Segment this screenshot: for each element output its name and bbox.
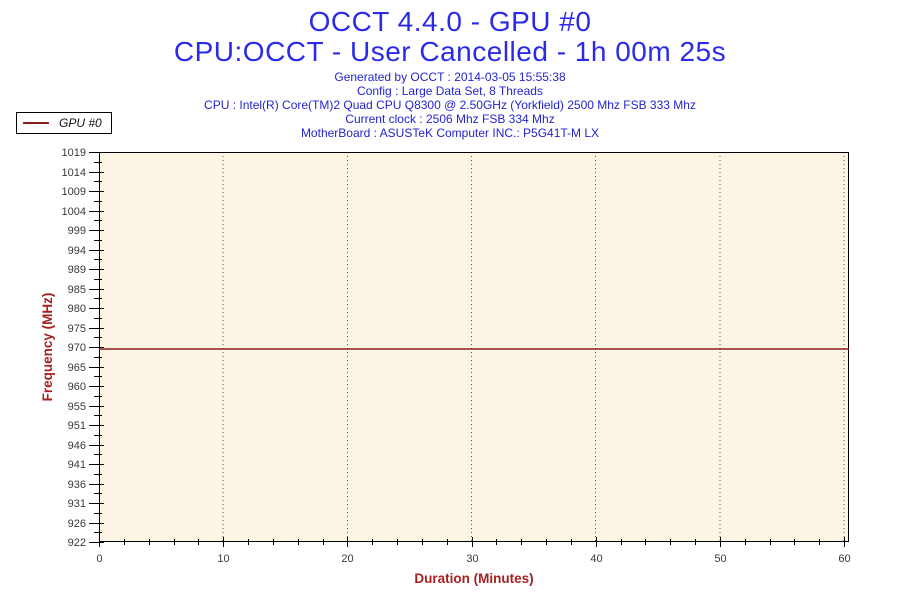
x-tick-label: 60 [838,553,850,565]
y-tick-label: 922 [68,537,86,549]
y-tick-label: 1019 [62,147,86,159]
info-cpu: CPU : Intel(R) Core(TM)2 Quad CPU Q8300 … [204,98,696,112]
y-tick-label: 1014 [62,167,86,179]
legend-label: GPU #0 [59,116,102,130]
x-tick-label: 10 [217,553,229,565]
y-tick-label: 955 [68,401,86,413]
y-tick-label: 941 [68,459,86,471]
y-tick-label: 946 [68,440,86,452]
x-tick-label: 0 [96,553,102,565]
y-tick-label: 989 [68,264,86,276]
y-tick-label: 936 [68,479,86,491]
x-tick-label: 30 [466,553,478,565]
info-generated: Generated by OCCT : 2014-03-05 15:55:38 [334,70,566,84]
plot-background [99,152,849,542]
y-tick-label: 985 [68,284,86,296]
y-tick-label: 960 [68,381,86,393]
x-tick-label: 20 [341,553,353,565]
y-tick-label: 926 [68,518,86,530]
system-info-block: Generated by OCCT : 2014-03-05 15:55:38 … [0,70,900,140]
legend-box: GPU #0 [16,112,112,134]
x-axis-title: Duration (Minutes) [414,571,533,586]
legend-line-sample [23,122,49,124]
y-tick-label: 931 [68,498,86,510]
page-subtitle: CPU:OCCT - User Cancelled - 1h 00m 25s [173,36,727,67]
y-tick-label: 999 [68,225,86,237]
y-tick-label: 994 [68,245,86,257]
info-current-clock: Current clock : 2506 Mhz FSB 334 Mhz [345,112,555,126]
y-tick-label: 980 [68,303,86,315]
y-axis-title: Frequency (MHz) [40,293,55,402]
y-tick-label: 970 [68,342,86,354]
info-config: Config : Large Data Set, 8 Threads [357,84,543,98]
info-motherboard: MotherBoard : ASUSTeK Computer INC.: P5G… [300,126,600,140]
y-tick-label: 1004 [62,206,86,218]
x-tick-label: 40 [590,553,602,565]
x-tick-label: 50 [714,553,726,565]
y-tick-label: 965 [68,362,86,374]
y-tick-label: 975 [68,323,86,335]
page-title: OCCT 4.4.0 - GPU #0 [308,6,592,37]
y-tick-label: 951 [68,420,86,432]
y-tick-label: 1009 [62,186,86,198]
